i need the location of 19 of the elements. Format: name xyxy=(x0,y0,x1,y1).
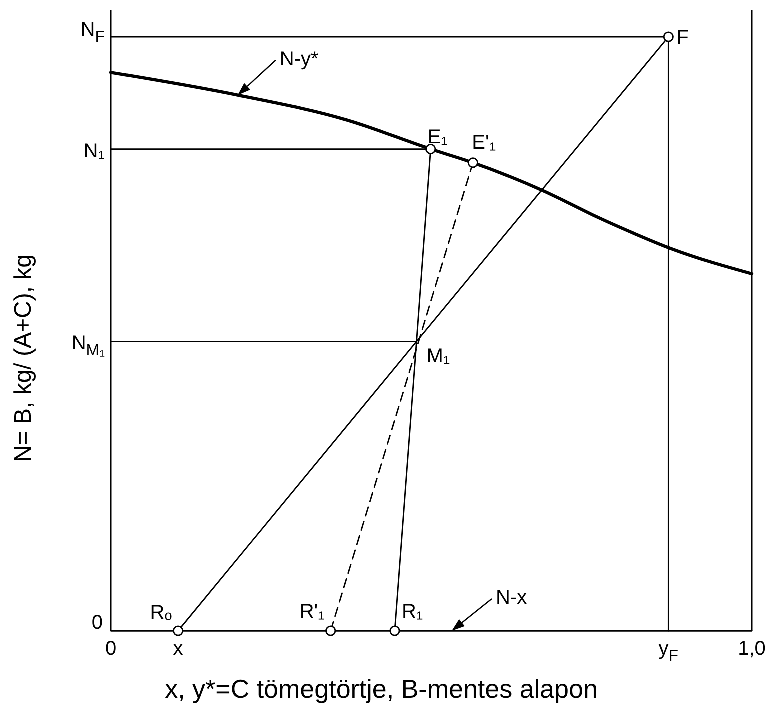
annotation: R'₁ xyxy=(300,601,326,623)
annotation: 0 xyxy=(92,612,103,634)
annotation: Rₒ xyxy=(150,602,172,624)
x-tick-label: y$_{F}$ xyxy=(658,638,679,666)
x-axis-title: x, y*=C tömegtörtje, B-mentes alapon xyxy=(165,674,598,704)
annotation: R₁ xyxy=(402,601,424,623)
y-axis-title: N= B, kg/ (A+C), kg xyxy=(10,254,37,463)
annotation: N$_{F}$ xyxy=(80,19,106,46)
annotation: E'₁ xyxy=(472,132,496,154)
x-tick-label: 1,0 xyxy=(738,638,766,660)
legend-label: N-x xyxy=(496,587,528,609)
annotation: M₁ xyxy=(426,346,450,368)
series-label: N-y* xyxy=(280,48,320,70)
x-tick-label: 0 xyxy=(105,638,117,660)
annotation: N₁ xyxy=(84,140,106,162)
annotation: F xyxy=(676,27,689,49)
annotation: E₁ xyxy=(428,126,448,148)
annotation: N$_{M₁}$ xyxy=(72,332,105,360)
x-tick-label: x xyxy=(173,638,184,660)
